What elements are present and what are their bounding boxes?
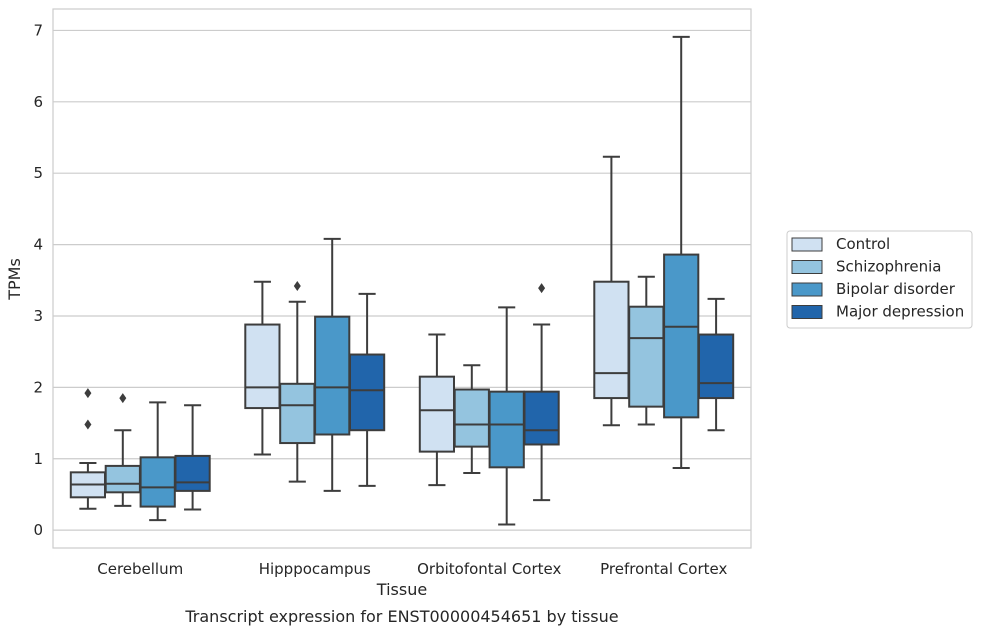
box-iqr — [174, 454, 211, 492]
box-3-3 — [697, 297, 735, 432]
legend-label: Major depression — [836, 303, 964, 321]
x-axis-ticks: Cerebellum Hipppocampus Orbitofontal Corte… — [97, 560, 727, 578]
y-tick-label: 4 — [33, 236, 43, 254]
y-tick-label: 0 — [33, 521, 43, 539]
y-tick-label: 2 — [33, 378, 43, 396]
box-1-3 — [348, 292, 386, 487]
box-iqr — [348, 353, 386, 432]
box-iqr — [697, 333, 735, 400]
box-iqr — [244, 323, 281, 410]
x-axis-label: Tissue — [376, 580, 427, 599]
legend-label: Schizophrenia — [836, 258, 941, 276]
box-iqr — [314, 315, 351, 436]
box-iqr — [663, 253, 700, 419]
box-iqr — [279, 382, 316, 445]
legend-items: Control Schizophrenia Bipolar disorder Majo… — [791, 235, 964, 321]
box-iqr — [593, 280, 630, 400]
box-2-0 — [418, 333, 456, 487]
y-axis-ticks: 0 1 2 3 4 5 6 7 — [33, 21, 43, 539]
x-tick-label: Orbitofontal Cortex — [417, 560, 561, 578]
box-3-1 — [628, 275, 665, 426]
box-iqr — [523, 390, 560, 446]
box-1-2 — [314, 237, 351, 492]
legend-swatch — [791, 282, 823, 297]
legend-swatch — [791, 237, 823, 252]
y-tick-label: 7 — [33, 21, 43, 39]
x-tick-label: Hipppocampus — [259, 560, 371, 578]
box-groups — [69, 35, 735, 526]
box-0-2 — [139, 401, 176, 522]
y-tick-label: 6 — [33, 93, 43, 111]
box-iqr — [453, 388, 490, 448]
box-3-2 — [663, 35, 700, 470]
box-1-1 — [279, 280, 316, 483]
legend-frame — [786, 230, 973, 329]
box-iqr — [139, 456, 176, 508]
box-iqr — [488, 390, 525, 469]
box-2-2 — [488, 306, 525, 526]
box-2-3 — [523, 283, 560, 502]
plot-frame — [52, 8, 752, 549]
box-2-1 — [453, 364, 490, 475]
x-tick-label: Cerebellum — [97, 560, 183, 578]
legend-swatch — [791, 260, 823, 274]
outlier-point — [84, 388, 92, 399]
y-tick-label: 3 — [33, 307, 43, 325]
box-0-3 — [174, 404, 211, 511]
y-tick-label: 5 — [33, 164, 43, 182]
outlier-point — [538, 283, 546, 294]
legend-label: Bipolar disorder — [836, 280, 956, 298]
box-1-0 — [244, 280, 281, 456]
outlier-point — [84, 419, 92, 430]
chart-caption: Transcript expression for ENST0000045465… — [184, 607, 618, 626]
box-iqr — [418, 375, 456, 453]
legend-label: Control — [836, 235, 890, 253]
outlier-point — [293, 280, 301, 291]
box-iqr — [628, 305, 665, 408]
box-0-0 — [69, 388, 107, 510]
outlier-point — [119, 393, 127, 404]
box-3-0 — [593, 155, 630, 427]
box-iqr — [104, 464, 141, 494]
y-tick-label: 1 — [33, 450, 43, 468]
legend: Control Schizophrenia Bipolar disorder Majo… — [786, 230, 973, 329]
legend-swatch — [791, 305, 823, 319]
box-0-1 — [104, 393, 141, 507]
x-tick-label: Prefrontal Cortex — [600, 560, 727, 578]
y-axis-label: TPMs — [5, 258, 24, 301]
